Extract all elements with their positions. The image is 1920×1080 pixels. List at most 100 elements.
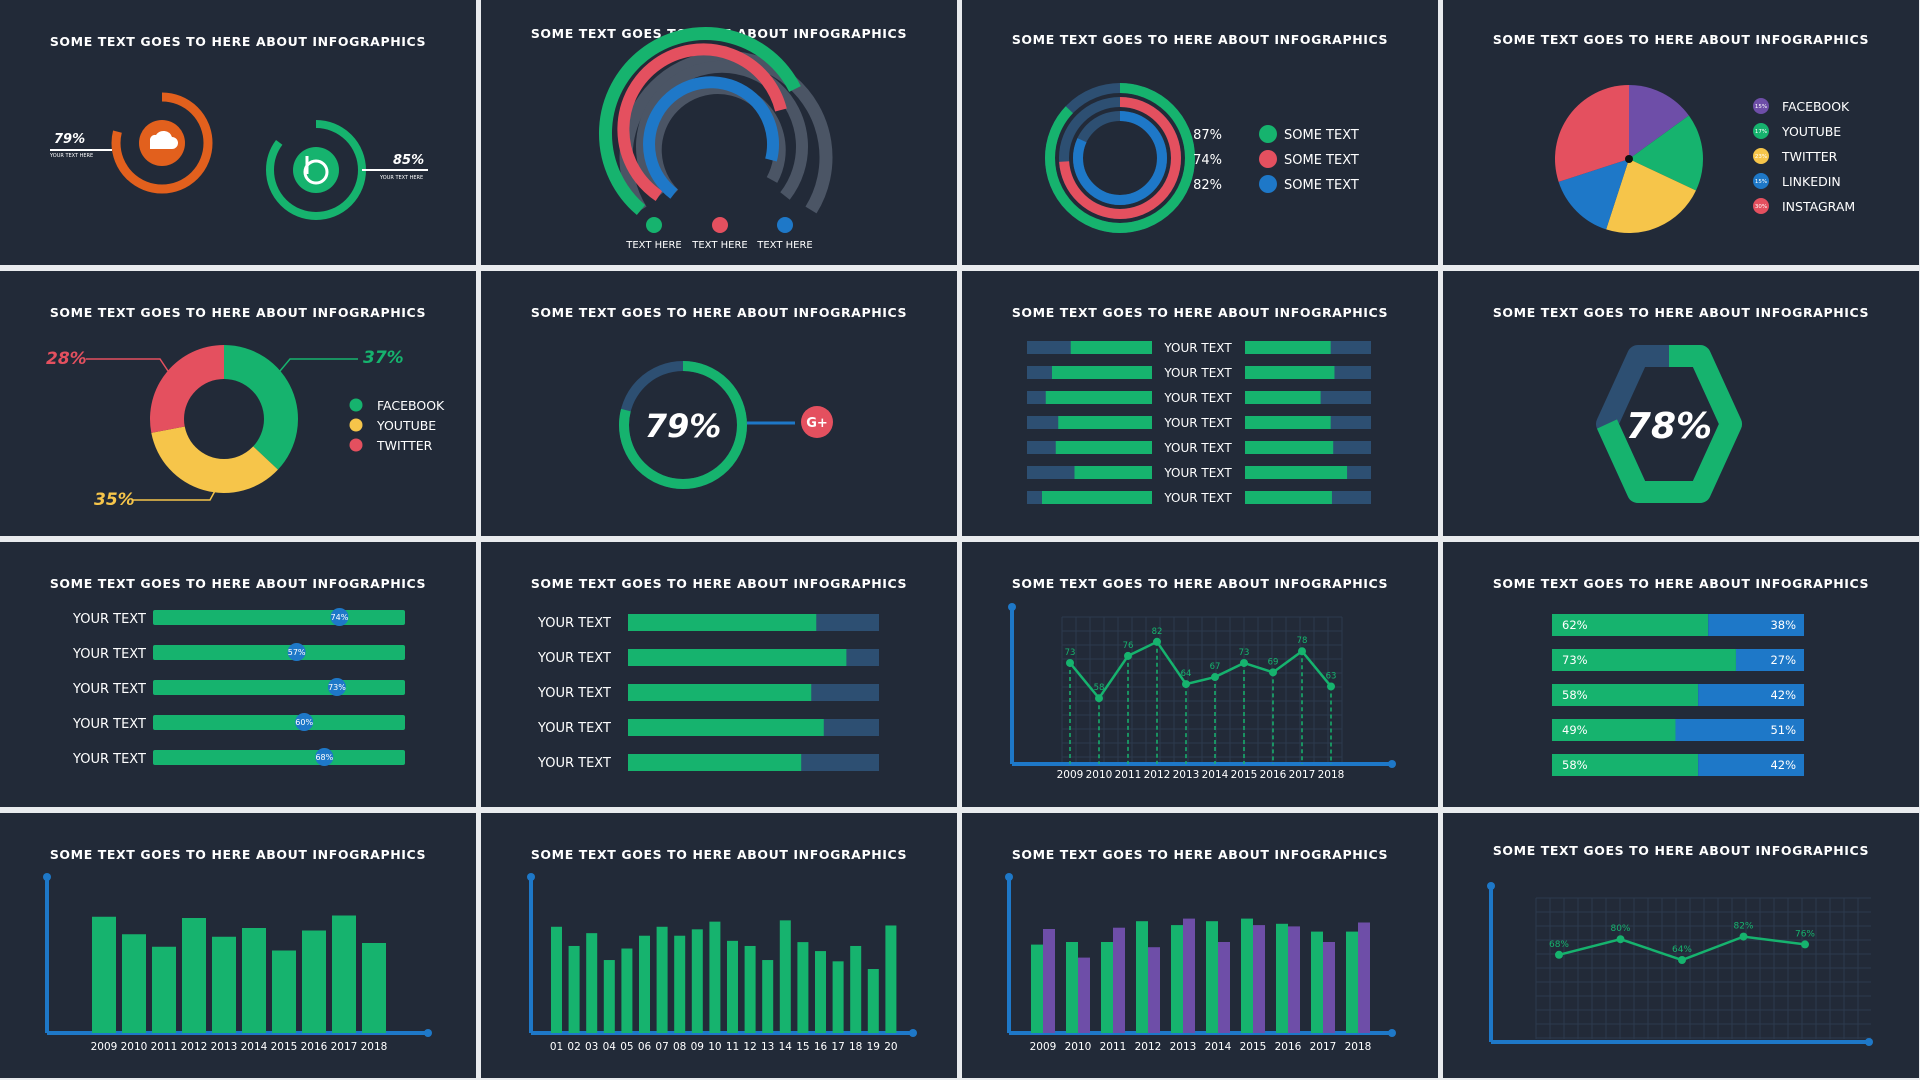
data-point — [1124, 651, 1132, 660]
segment-blue — [1698, 754, 1804, 776]
row-label: YOUR TEXT — [1163, 391, 1232, 405]
bar — [182, 918, 206, 1033]
legend-badge — [1753, 173, 1769, 189]
row-value: 87% — [1193, 128, 1222, 143]
b-logo-bowl — [303, 159, 329, 185]
segment-green — [1552, 684, 1699, 706]
google-plus-icon — [801, 406, 833, 438]
legend-badge — [1753, 123, 1769, 139]
panel-paired-bars: SOME TEXT GOES TO HERE ABOUT INFOGRAPHIC… — [962, 271, 1438, 536]
value-label: 60% — [295, 718, 313, 727]
value-label-red: 28% — [46, 349, 87, 369]
bar-purple — [1218, 942, 1230, 1033]
value-label: 62% — [1562, 618, 1588, 632]
bar — [332, 915, 356, 1033]
data-point — [1153, 637, 1161, 646]
panel-marker-bars: SOME TEXT GOES TO HERE ABOUT INFOGRAPHIC… — [0, 542, 476, 807]
bar — [832, 961, 844, 1033]
panel-hexagon: SOME TEXT GOES TO HERE ABOUT INFOGRAPHIC… — [1443, 271, 1919, 536]
grouped-bars-graphic: 2009 2010 2011 2012 2013 2014 2015 2016 2017 2018 — [1005, 873, 1396, 1053]
x-tick-label: 2016 — [1275, 1041, 1302, 1053]
panel-title: SOME TEXT GOES TO HERE ABOUT INFOGRAPHIC… — [49, 34, 427, 49]
series-line — [1069, 640, 1332, 701]
panel-numbered-bars: SOME TEXT GOES TO HERE ABOUT INFOGRAPHIC… — [481, 813, 957, 1078]
bar — [603, 960, 615, 1033]
center-value: 79% — [645, 407, 722, 445]
row-label: YOUR TEXT — [72, 612, 146, 627]
bar-fill — [153, 750, 405, 765]
bar — [92, 916, 116, 1033]
legend-badge-value: 15% — [1755, 104, 1767, 110]
panel-title: SOME TEXT GOES TO HERE ABOUT INFOGRAPHIC… — [1492, 305, 1870, 320]
value-label: 27% — [1770, 653, 1796, 667]
value-marker — [315, 748, 334, 766]
bar-fill — [1245, 466, 1348, 479]
value-label: 42% — [1770, 758, 1796, 772]
row-label: YOUR TEXT — [72, 752, 146, 767]
bar-purple — [1113, 927, 1125, 1033]
bar-purple — [1253, 925, 1265, 1033]
panel-concentric-rings: SOME TEXT GOES TO HERE ABOUT INFOGRAPHIC… — [962, 0, 1438, 265]
x-tick-label: 2017 — [1310, 1041, 1337, 1053]
bar — [727, 940, 738, 1033]
axis-cap — [424, 1029, 432, 1037]
x-tick-label: 02 — [567, 1041, 580, 1053]
half-rings-graphic: TEXT HERE TEXT HERE TEXT HERE — [599, 27, 833, 251]
bar-green — [1031, 944, 1043, 1033]
data-label: 80% — [1610, 924, 1630, 934]
row-label: YOUR TEXT — [72, 717, 146, 732]
bar — [674, 935, 686, 1033]
data-point — [1240, 658, 1248, 667]
bar — [850, 945, 862, 1033]
bar-fill — [1055, 441, 1152, 454]
value-label: 38% — [1770, 618, 1796, 632]
row-label: YOUR TEXT — [537, 756, 611, 771]
donut-graphic: 37% 28% 35% FACEBOOK YOUTUBE TWITTER — [46, 345, 445, 510]
ring-middle — [617, 43, 787, 201]
bar-purple — [1043, 929, 1055, 1033]
bar-fill — [153, 610, 405, 625]
x-tick-label: 2014 — [1205, 1041, 1232, 1053]
hexagon-graphic: 78% — [1596, 345, 1742, 503]
bar — [885, 925, 897, 1033]
legend-label: YOUTUBE — [1781, 124, 1841, 139]
data-point — [1298, 647, 1306, 656]
pie-slice — [1606, 159, 1696, 234]
bar — [621, 948, 633, 1033]
panel-title: SOME TEXT GOES TO HERE ABOUT INFOGRAPHIC… — [49, 305, 427, 320]
x-tick-label: 2013 — [1173, 769, 1200, 781]
pie-center-dot — [1625, 155, 1633, 163]
legend-badge — [1753, 98, 1769, 114]
row-value: 74% — [1193, 153, 1222, 168]
value-marker — [327, 678, 346, 696]
legend-badge-value: 30% — [1755, 204, 1767, 210]
bar — [691, 929, 703, 1033]
pie-slice — [1555, 85, 1629, 182]
data-label: 63 — [1326, 671, 1337, 681]
value-label-green: 37% — [363, 348, 404, 368]
bar — [302, 930, 326, 1033]
x-tick-label: 2009 — [1030, 1041, 1057, 1053]
legend-label: TEXT HERE — [756, 240, 813, 251]
bar — [122, 934, 146, 1033]
panel-progress-icons: SOME TEXT GOES TO HERE ABOUT INFOGRAPHIC… — [0, 0, 476, 265]
legend-dot-red — [712, 217, 728, 233]
x-tick-label: 01 — [550, 1041, 563, 1053]
bar-fill — [153, 645, 405, 660]
data-point — [1678, 956, 1686, 964]
legend-badge — [1753, 148, 1769, 164]
bar-purple — [1358, 922, 1370, 1033]
legend-badge-value: 23% — [1755, 154, 1767, 160]
ring-green — [1045, 83, 1195, 233]
x-tick-label: 2012 — [1135, 1041, 1162, 1053]
x-tick-label: 2013 — [211, 1041, 238, 1053]
axis-cap — [527, 873, 535, 881]
x-tick-label: 2009 — [1057, 769, 1084, 781]
bar — [656, 926, 668, 1033]
value-label: 57% — [288, 648, 306, 657]
donut-79-graphic: 79% G+ — [619, 361, 833, 489]
bar-green — [1346, 931, 1358, 1033]
legend-dot — [1259, 125, 1277, 143]
leader-line-yellow — [132, 488, 217, 501]
